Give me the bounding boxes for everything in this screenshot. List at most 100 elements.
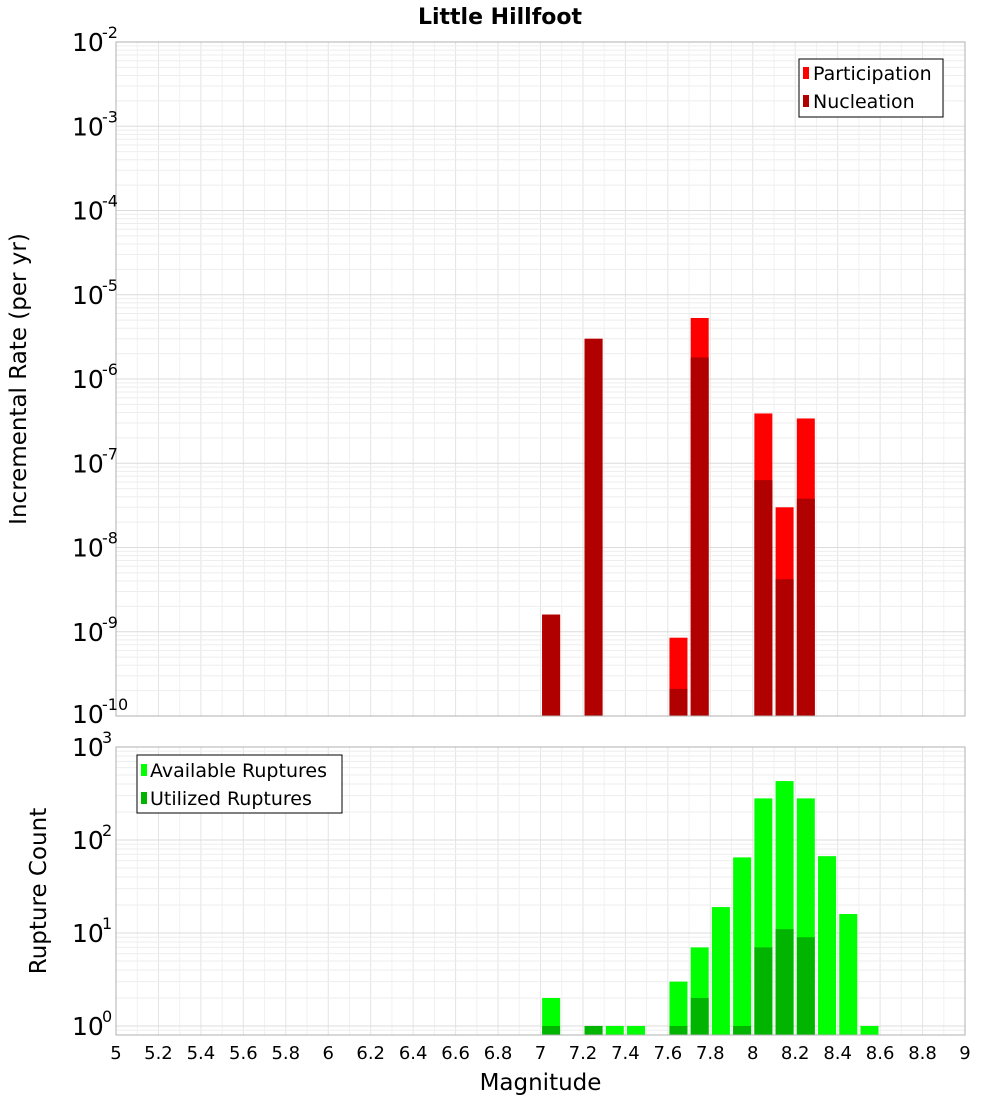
chart-title: Little Hillfoot	[418, 5, 583, 30]
bar-utilized-ruptures-7-05	[542, 1025, 561, 1035]
y-tick-base: 10	[72, 618, 104, 647]
x-tick-label: 8.2	[781, 1043, 810, 1064]
y-tick-label: 10-10	[72, 695, 128, 729]
y-tick-base: 10	[72, 197, 104, 226]
y-tick-exponent: -5	[102, 276, 118, 295]
y-tick-exponent: -9	[102, 613, 118, 632]
bar-available-ruptures-7-45	[627, 1025, 646, 1035]
count-y-axis-label: Rupture Count	[26, 808, 52, 974]
y-tick-exponent: -4	[102, 192, 118, 211]
y-tick-label: 100	[72, 1007, 112, 1041]
bar-nucleation-8-25	[796, 498, 815, 716]
bar-available-ruptures-8-35	[818, 856, 837, 1035]
bar-utilized-ruptures-7-95	[733, 1025, 752, 1035]
x-tick-label: 7.2	[569, 1043, 598, 1064]
bar-available-ruptures-7-95	[733, 857, 752, 1035]
y-tick-base: 10	[72, 1012, 104, 1041]
y-tick-label: 101	[72, 914, 112, 948]
bar-nucleation-7-75	[690, 357, 709, 716]
x-tick-label: 8.6	[866, 1043, 895, 1064]
bar-utilized-ruptures-7-25	[584, 1025, 603, 1035]
x-tick-label: 6.4	[399, 1043, 428, 1064]
bar-available-ruptures-7-35	[605, 1025, 624, 1035]
x-tick-label: 6.2	[356, 1043, 385, 1064]
x-tick-label: 5.6	[229, 1043, 258, 1064]
y-tick-base: 10	[72, 365, 104, 394]
bar-available-ruptures-8-55	[860, 1025, 879, 1035]
bar-nucleation-7-05	[542, 614, 561, 716]
rate-grid	[115, 41, 966, 717]
legend-swatch-available-ruptures	[141, 764, 147, 776]
y-tick-base: 10	[72, 700, 104, 729]
rate-y-ticks: 10-210-310-410-510-610-710-810-910-10	[72, 23, 128, 729]
y-tick-exponent: -8	[102, 529, 118, 548]
y-tick-base: 10	[72, 826, 104, 855]
x-tick-label: 7.4	[611, 1043, 640, 1064]
x-tick-label: 8.4	[823, 1043, 852, 1064]
x-tick-label: 6	[323, 1043, 334, 1064]
count-legend: Available Ruptures Utilized Ruptures	[136, 754, 343, 814]
y-tick-exponent: -3	[102, 107, 118, 126]
y-tick-exponent: -7	[102, 444, 118, 463]
rate-plot-frame	[115, 41, 966, 717]
y-tick-label: 10-8	[72, 529, 118, 563]
count-bars	[542, 781, 879, 1035]
rate-panel: 10-210-310-410-510-610-710-810-910-10 In…	[6, 23, 966, 729]
legend-label-available-ruptures: Available Ruptures	[150, 760, 327, 782]
bar-nucleation-8-15	[775, 579, 794, 716]
y-tick-base: 10	[72, 449, 104, 478]
y-tick-base: 10	[72, 733, 104, 762]
y-tick-base: 10	[72, 28, 104, 57]
x-tick-label: 8.8	[908, 1043, 937, 1064]
x-tick-label: 5	[110, 1043, 121, 1064]
y-tick-label: 103	[72, 728, 112, 762]
y-tick-base: 10	[72, 112, 104, 141]
bar-available-ruptures-7-65	[669, 981, 688, 1035]
x-tick-label: 8	[747, 1043, 758, 1064]
y-tick-label: 10-3	[72, 107, 118, 141]
y-tick-exponent: 2	[102, 821, 112, 840]
x-tick-label: 7	[535, 1043, 546, 1064]
bar-utilized-ruptures-7-75	[690, 997, 709, 1035]
y-tick-label: 10-9	[72, 613, 118, 647]
y-tick-base: 10	[72, 534, 104, 563]
y-tick-exponent: 1	[102, 914, 112, 933]
y-tick-exponent: -6	[102, 360, 118, 379]
y-tick-base: 10	[72, 919, 104, 948]
y-tick-exponent: -2	[102, 23, 118, 42]
y-tick-exponent: -10	[102, 695, 128, 714]
bar-utilized-ruptures-8-05	[754, 947, 773, 1035]
x-tick-label: 6.8	[484, 1043, 513, 1064]
bar-nucleation-7-25	[584, 338, 603, 716]
y-tick-label: 10-2	[72, 23, 118, 57]
x-tick-label: 5.4	[187, 1043, 216, 1064]
bar-nucleation-7-65	[669, 688, 688, 716]
bar-available-ruptures-8-45	[839, 914, 858, 1035]
rate-bars	[542, 317, 815, 716]
x-tick-label: 9	[959, 1043, 970, 1064]
legend-swatch-utilized-ruptures	[141, 792, 147, 804]
x-ticks: 5 5.2 5.4 5.6 5.8 6 6.2 6.4 6.6 6.8 7 7.2 7.4 7.6 7.8 8…	[110, 1043, 970, 1064]
count-plot-frame	[115, 746, 966, 1036]
legend-label-nucleation: Nucleation	[813, 91, 915, 113]
rate-legend-box	[798, 58, 944, 118]
bar-available-ruptures-7-85	[711, 907, 730, 1035]
bar-utilized-ruptures-8-25	[796, 937, 815, 1035]
rate-legend: Participation Nucleation	[798, 58, 944, 118]
legend-label-participation: Participation	[813, 63, 932, 85]
legend-label-utilized-ruptures: Utilized Ruptures	[150, 788, 312, 810]
y-tick-exponent: 0	[102, 1007, 112, 1026]
x-tick-label: 5.8	[271, 1043, 300, 1064]
x-tick-label: 7.8	[696, 1043, 725, 1064]
y-tick-exponent: 3	[102, 728, 112, 747]
y-tick-label: 10-4	[72, 192, 118, 226]
y-tick-label: 10-6	[72, 360, 118, 394]
x-tick-label: 6.6	[441, 1043, 470, 1064]
legend-swatch-participation	[803, 67, 809, 79]
bar-nucleation-8-05	[754, 480, 773, 716]
x-axis-label: Magnitude	[480, 1070, 602, 1096]
count-legend-box	[136, 754, 343, 814]
